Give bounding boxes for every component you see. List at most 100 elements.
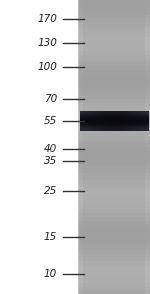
Bar (78, 173, 150, 176)
Bar (78, 48, 150, 51)
Bar (80, 125, 148, 126)
Bar (123, 111, 124, 131)
Text: 15: 15 (44, 233, 57, 243)
Bar (78, 224, 150, 228)
Bar (143, 111, 145, 131)
Bar (80, 123, 148, 124)
Bar (78, 169, 150, 173)
Bar (81, 111, 83, 131)
Bar (78, 151, 150, 154)
Bar (80, 115, 148, 116)
Bar (92, 111, 93, 131)
Bar (112, 111, 114, 131)
Bar (111, 111, 112, 131)
Bar (78, 154, 150, 158)
Bar (78, 0, 150, 294)
Bar (78, 265, 150, 268)
Bar (78, 198, 150, 202)
Bar (95, 111, 97, 131)
Text: 55: 55 (44, 116, 57, 126)
Bar (78, 147, 150, 151)
Bar (78, 254, 150, 257)
Bar (78, 191, 150, 195)
Bar (78, 283, 150, 287)
Bar (140, 111, 142, 131)
Bar (119, 111, 121, 131)
Bar (78, 287, 150, 290)
Bar (80, 111, 148, 112)
Bar (130, 111, 131, 131)
Bar (78, 129, 150, 132)
Bar (138, 111, 140, 131)
Bar (99, 111, 100, 131)
Bar (80, 129, 148, 130)
Bar (78, 19, 150, 22)
Bar (83, 111, 85, 131)
Bar (78, 22, 150, 26)
Bar (128, 111, 130, 131)
Bar (124, 111, 126, 131)
Bar (78, 88, 150, 92)
Bar (78, 99, 150, 103)
Bar (147, 111, 148, 131)
Bar (80, 120, 148, 121)
Bar (78, 217, 150, 220)
Bar (135, 111, 137, 131)
Bar (78, 114, 150, 118)
Bar (136, 111, 138, 131)
Bar (78, 74, 150, 77)
Bar (90, 111, 92, 131)
Bar (78, 261, 150, 265)
Bar (126, 111, 128, 131)
Text: 170: 170 (37, 14, 57, 24)
Bar (133, 111, 135, 131)
Text: 35: 35 (44, 156, 57, 166)
Bar (109, 111, 111, 131)
Bar (78, 235, 150, 239)
Bar (78, 276, 150, 279)
Bar (80, 124, 148, 125)
Bar (78, 92, 150, 96)
Bar (80, 114, 148, 115)
Bar (78, 250, 150, 254)
Bar (78, 103, 150, 107)
Bar (78, 81, 150, 85)
Bar (114, 111, 116, 131)
Bar (78, 220, 150, 224)
Bar (97, 111, 99, 131)
Bar (80, 116, 148, 117)
Bar (78, 96, 150, 99)
Bar (78, 11, 150, 15)
Bar (117, 111, 119, 131)
Bar (93, 111, 95, 131)
Bar (78, 213, 150, 217)
Bar (78, 257, 150, 261)
Bar (78, 162, 150, 166)
Bar (121, 111, 123, 131)
Bar (78, 4, 150, 7)
Bar (78, 140, 150, 143)
Bar (78, 228, 150, 232)
Bar (78, 239, 150, 243)
Bar (78, 232, 150, 235)
Bar (78, 210, 150, 213)
Bar (80, 118, 148, 119)
Bar (78, 246, 150, 250)
Bar (78, 33, 150, 37)
Bar (80, 121, 148, 122)
Bar (78, 166, 150, 169)
Bar (78, 206, 150, 210)
Bar (80, 127, 148, 128)
Bar (78, 26, 150, 29)
Bar (78, 44, 150, 48)
Text: 70: 70 (44, 94, 57, 104)
Bar (80, 113, 148, 114)
Bar (78, 29, 150, 33)
Bar (100, 111, 102, 131)
Bar (78, 272, 150, 276)
Bar (78, 77, 150, 81)
Bar (80, 128, 148, 129)
Bar (104, 111, 105, 131)
Bar (80, 117, 148, 118)
Bar (78, 279, 150, 283)
